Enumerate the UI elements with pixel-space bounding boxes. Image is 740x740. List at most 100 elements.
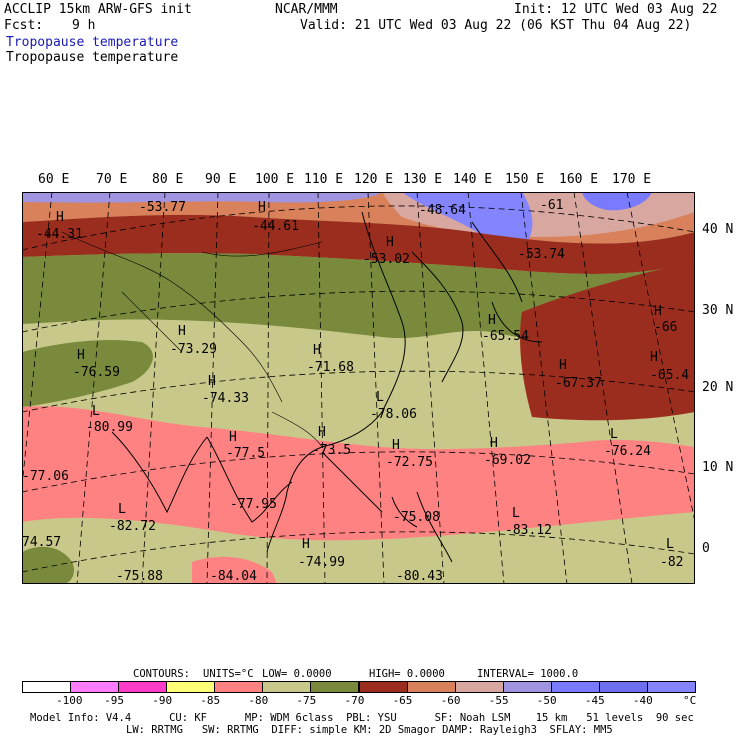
- map-marker-type: H: [77, 348, 85, 363]
- init-time: Init: 12 UTC Wed 03 Aug 22: [514, 2, 718, 17]
- map-value-label: -65.4: [650, 368, 690, 383]
- colorbar-swatch: [166, 681, 216, 693]
- contours-high: HIGH= 0.0000: [369, 668, 445, 680]
- map-marker-type: H: [178, 324, 186, 339]
- map-value-label: -74.33: [202, 391, 249, 406]
- contours-interval: INTERVAL= 1000.0: [477, 668, 579, 680]
- model-info-line-2: LW: RRTMG SW: RRTMG DIFF: simple KM: 2D …: [126, 724, 613, 736]
- map-marker-type: H: [258, 200, 266, 215]
- map-marker-type: L: [512, 506, 520, 521]
- map-value-label: -82: [660, 555, 684, 570]
- colorbar-tick-label: -50: [536, 694, 557, 707]
- map-marker-type: H: [488, 313, 496, 328]
- shade-70-65-west: [22, 340, 153, 407]
- map-value-label: -84.04: [210, 569, 257, 584]
- map-value-label: -66: [654, 320, 678, 335]
- colorbar-tick-label: -75: [296, 694, 317, 707]
- model-title: ACCLIP 15km ARW-GFS init: [4, 2, 192, 17]
- colorbar-tick-label: -85: [200, 694, 221, 707]
- map-value-label: -77.95: [230, 497, 277, 512]
- map-marker-type: L: [376, 390, 384, 405]
- coastlines: [111, 211, 543, 563]
- country-borders: [61, 231, 323, 448]
- map-marker-type: H: [654, 304, 662, 319]
- map-marker-type: H: [318, 425, 326, 440]
- colorbar-swatch: [406, 681, 456, 693]
- colorbar-swatch: [214, 681, 264, 693]
- map-frame: [22, 192, 695, 584]
- map-marker-type: L: [118, 502, 126, 517]
- map-value-label: -53.02: [363, 252, 410, 267]
- lon-label: 90 E: [205, 172, 237, 187]
- tropopause-temperature-map: [22, 192, 695, 584]
- lon-label: 100 E: [255, 172, 295, 187]
- colorbar-swatch: [646, 681, 696, 693]
- map-marker-type: H: [650, 350, 658, 365]
- valid-time: Valid: 21 UTC Wed 03 Aug 22 (06 KST Thu …: [300, 18, 692, 33]
- lat-label: 0: [702, 541, 710, 556]
- colorbar-swatch: [358, 681, 408, 693]
- colorbar-swatch: [262, 681, 312, 693]
- colorbar-tick-label: -70: [344, 694, 365, 707]
- model-info-line-1: Model Info: V4.4 CU: KF MP: WDM 6class P…: [30, 712, 694, 724]
- field-title-1: Tropopause temperature: [6, 35, 179, 50]
- map-value-label: -77.06: [22, 469, 69, 484]
- lon-label: 170 E: [612, 172, 652, 187]
- colorbar-tick-label: -45: [584, 694, 605, 707]
- map-marker-type: H: [392, 438, 400, 453]
- colorbar-tick-label: -80: [248, 694, 269, 707]
- map-value-label: -77.5: [226, 446, 266, 461]
- colorbar-swatch: [502, 681, 552, 693]
- colorbar-unit: °C: [683, 694, 697, 707]
- lon-label: 160 E: [559, 172, 599, 187]
- shade-45-40-east: [582, 192, 652, 211]
- lon-label: 80 E: [152, 172, 184, 187]
- map-value-label: -76.24: [604, 444, 651, 459]
- map-marker-type: H: [208, 374, 216, 389]
- lon-label: 120 E: [354, 172, 394, 187]
- map-value-label: -82.72: [109, 519, 156, 534]
- lon-label: 70 E: [96, 172, 128, 187]
- map-marker-type: H: [386, 235, 394, 250]
- lat-label: 30 N: [702, 303, 734, 318]
- map-value-label: -65.54: [482, 329, 529, 344]
- lon-label: 130 E: [403, 172, 443, 187]
- colorbar-swatch: [70, 681, 120, 693]
- shade-65-60: [22, 214, 695, 274]
- colorbar-tick-label: -65: [392, 694, 413, 707]
- colorbar-swatch: [118, 681, 168, 693]
- shade-65-60-east: [520, 262, 695, 421]
- colorbar-tick-label: -90: [152, 694, 173, 707]
- shade-50-45: [22, 192, 382, 203]
- field-title-2: Tropopause temperature: [6, 50, 179, 65]
- map-value-label: -74.99: [298, 555, 345, 570]
- colorbar-tick-label: -95: [104, 694, 125, 707]
- lon-label: 140 E: [453, 172, 493, 187]
- map-value-label: -73.29: [170, 342, 217, 357]
- map-marker-type: H: [490, 436, 498, 451]
- map-value-label: -80.43: [396, 569, 443, 584]
- lon-label: 150 E: [505, 172, 545, 187]
- map-value-label: -61: [540, 198, 564, 213]
- map-value-label: -48.64: [419, 203, 466, 218]
- map-value-label: -78.06: [370, 407, 417, 422]
- map-value-label: -53.77: [139, 200, 186, 215]
- map-value-label: -75.08: [393, 510, 440, 525]
- map-value-label: -53.74: [518, 247, 565, 262]
- map-value-label: 74.57: [22, 535, 62, 550]
- colorbar-swatch: [454, 681, 504, 693]
- map-value-label: -83.12: [505, 523, 552, 538]
- colorbar-swatch: [598, 681, 648, 693]
- contours-units: UNITS=°C: [203, 668, 254, 680]
- map-value-label: -80.99: [86, 420, 133, 435]
- map-value-label: -69.02: [484, 453, 531, 468]
- map-marker-type: H: [302, 537, 310, 552]
- map-value-label: -44.61: [252, 219, 299, 234]
- map-value-label: -73.5: [312, 443, 352, 458]
- map-value-label: -67.37: [555, 376, 602, 391]
- map-marker-type: L: [610, 427, 618, 442]
- lat-label: 10 N: [702, 460, 734, 475]
- lat-label: 20 N: [702, 380, 734, 395]
- colorbar-swatch: [22, 681, 72, 693]
- colorbar-tick-label: -40: [632, 694, 653, 707]
